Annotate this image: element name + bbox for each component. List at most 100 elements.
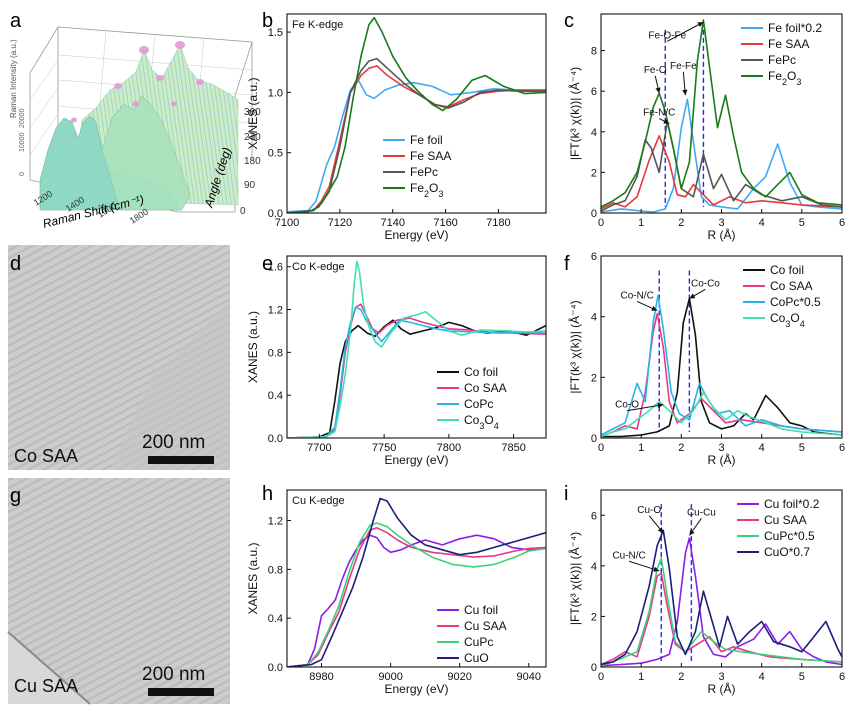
- series-line-b-1: [287, 65, 546, 213]
- series-line-h-1: [287, 527, 546, 667]
- annotation-c-1: Fe-O: [644, 65, 667, 76]
- chart-e: 7700 7750 7800 7850 0.0 0.4 0.8 1.2 1.6 Energy (e…: [246, 255, 547, 467]
- y-tick-label-f-0: 0: [591, 433, 597, 445]
- x-tick-label-i-4: 4: [759, 671, 765, 683]
- panel-letter-b: b: [262, 10, 273, 32]
- raman-middle-surface: [101, 95, 191, 211]
- svg-text:180: 180: [244, 156, 261, 167]
- x-tick-label-c-4: 4: [759, 217, 765, 229]
- annotation-i-2: Cu-N/C: [612, 550, 645, 561]
- x-tick-label-e-3: 7850: [501, 442, 525, 454]
- annotation-arrowhead-f-1: [651, 305, 658, 311]
- x-axis-label-b: Energy (eV): [384, 228, 448, 242]
- y-tick-label-b-2: 1.0: [268, 87, 283, 99]
- axes-frame-e: [286, 255, 547, 439]
- series-line-f-3: [601, 391, 842, 438]
- x-tick-label-i-5: 5: [799, 671, 805, 683]
- edge-title-e: Co K-edge: [292, 261, 345, 273]
- panel-letter-d: d: [10, 253, 21, 275]
- svg-text:0: 0: [240, 206, 246, 217]
- annotation-arrowhead-i-0: [657, 527, 664, 533]
- x-tick-label-f-3: 3: [718, 442, 724, 454]
- x-tick-label-h-1: 9000: [378, 671, 402, 683]
- z-axis-ticks: 20000 10000 0: [19, 108, 26, 176]
- y-tick-label-i-3: 6: [591, 510, 597, 522]
- series-line-e-0: [287, 319, 546, 438]
- legend-label-e-1: Co SAA: [464, 381, 507, 395]
- svg-text:20000: 20000: [19, 108, 26, 128]
- raman-peak-tips: [71, 41, 204, 123]
- series-line-c-1: [601, 135, 842, 210]
- tem-sample-label-d: Co SAA: [14, 446, 78, 466]
- chart-b: 7100 7120 7140 7160 7180 0.0 0.5 1.0 1.5 Energy (…: [246, 13, 547, 242]
- y-axis-ticks-a: 0 90 180 270 360: [240, 107, 261, 217]
- annotation-arrowhead-c-3: [663, 118, 670, 124]
- scale-bar-text-d: 200 nm: [142, 432, 205, 453]
- y-axis-label-e: XANES (a.u.): [246, 311, 260, 383]
- y-tick-label-i-1: 2: [591, 611, 597, 623]
- series-line-b-3: [287, 16, 546, 213]
- x-tick-label-f-0: 0: [598, 442, 604, 454]
- y-tick-label-e-1: 0.4: [268, 390, 283, 402]
- annotation-arrowhead-f-2: [657, 402, 664, 409]
- series-line-c-0: [601, 98, 842, 213]
- panel-letter-h: h: [262, 483, 273, 505]
- series-line-f-2: [601, 294, 842, 436]
- legend-label-c-3: Fe2O3: [768, 69, 801, 87]
- x-tick-label-h-3: 9040: [516, 671, 540, 683]
- series-line-b-0: [287, 79, 546, 213]
- x-tick-label-e-1: 7750: [372, 442, 396, 454]
- series-line-c-3: [601, 19, 842, 208]
- y-axis-label-f: |FT(k³ χ(k))| (Å⁻⁴): [567, 300, 582, 393]
- panel-g-tem: g Cu SAA 200 nm: [7, 478, 230, 705]
- series-line-i-2: [601, 557, 842, 667]
- legend-label-i-2: CuPc*0.5: [764, 529, 815, 543]
- series-line-i-3: [601, 529, 842, 666]
- x-tick-label-b-1: 7120: [328, 217, 352, 229]
- legend-label-b-3: Fe2O3: [410, 181, 443, 199]
- y-tick-label-f-3: 6: [591, 251, 597, 263]
- y-tick-label-e-4: 1.6: [268, 262, 283, 274]
- x-tick-label-f-1: 1: [638, 442, 644, 454]
- legend-label-h-0: Cu foil: [464, 603, 498, 617]
- x-tick-label-f-4: 4: [759, 442, 765, 454]
- tem-edge-line-g: [7, 631, 91, 705]
- y-tick-label-b-3: 1.5: [268, 27, 283, 39]
- annotation-i-0: Cu-O: [637, 505, 661, 516]
- panel-d-tem: d Co SAA 200 nm: [8, 245, 230, 470]
- legend-label-c-0: Fe foil*0.2: [768, 21, 822, 35]
- tem-sample-label-g: Cu SAA: [14, 676, 78, 696]
- annotation-arrow-c-0: [667, 21, 704, 42]
- x-tick-label-b-3: 7160: [433, 217, 457, 229]
- x-tick-label-i-6: 6: [839, 671, 845, 683]
- annotation-i-1: Cu-Cu: [687, 507, 716, 518]
- legend-label-b-2: FePc: [410, 165, 438, 179]
- legend-label-f-1: Co SAA: [770, 279, 813, 293]
- chart-c: 0 1 2 3 4 5 6 0 2 4 6 8 R (Å) |FT(k³ χ(k))| (Å⁻⁴) Fe-O…: [567, 13, 845, 242]
- annotation-arrowhead-i-1: [689, 529, 695, 536]
- y-tick-label-h-0: 0.0: [268, 662, 283, 674]
- y-tick-label-c-3: 6: [591, 86, 597, 98]
- chart-i: 0 1 2 3 4 5 6 0 2 4 6 R (Å) |FT(k³ χ(k))| (Å⁻⁴) Cu-O C…: [567, 489, 845, 696]
- y-tick-label-h-1: 0.4: [268, 613, 283, 625]
- y-tick-label-e-3: 1.2: [268, 305, 283, 317]
- scale-bar-g: [148, 688, 214, 696]
- legend-label-i-1: Cu SAA: [764, 513, 807, 527]
- y-axis-label-i: |FT(k³ χ(k))| (Å⁻⁴): [567, 532, 582, 625]
- axes-frame-h: [286, 489, 547, 668]
- annotation-f-1: Co-N/C: [620, 290, 653, 301]
- y-axis-label-h: XANES (a.u.): [246, 542, 260, 614]
- x-tick-label-h-2: 9020: [447, 671, 471, 683]
- legend-label-h-1: Cu SAA: [464, 619, 507, 633]
- x-tick-label-f-6: 6: [839, 442, 845, 454]
- svg-text:360: 360: [244, 107, 261, 118]
- panel-a-3d-surface: a: [9, 10, 261, 231]
- series-line-h-2: [287, 522, 546, 667]
- annotation-c-2: Fe-Fe: [670, 61, 697, 72]
- panel-letter-a: a: [10, 10, 22, 32]
- x-tick-label-c-3: 3: [718, 217, 724, 229]
- legend-label-i-3: CuO*0.7: [764, 545, 810, 559]
- panel-letter-g: g: [10, 485, 21, 507]
- annotation-arrowhead-c-2: [682, 89, 688, 96]
- svg-text:10000: 10000: [19, 132, 26, 152]
